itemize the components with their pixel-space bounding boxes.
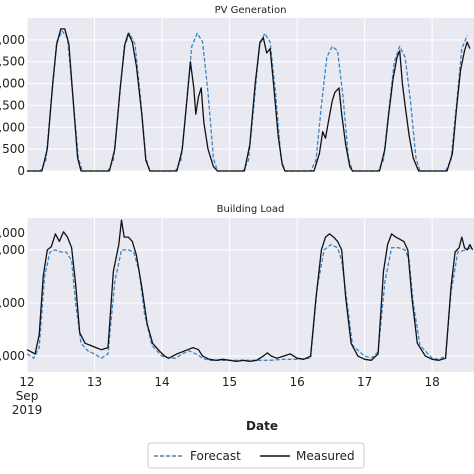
- y-tick-label: 2,000: [0, 77, 25, 91]
- series-line-measured: [26, 219, 474, 363]
- load-y-ticks: ,000 ,000 ,000 ,000: [0, 226, 25, 363]
- legend-frame: [147, 442, 365, 469]
- y-tick-label: 3,000: [0, 33, 25, 47]
- y-tick-label: ,000: [0, 243, 25, 257]
- series-line-measured: [27, 28, 471, 172]
- pv-y-ticks: 0 500 1,000 1,500 2,000 2,500 3,000: [0, 33, 25, 178]
- load-chart-title: Building Load: [217, 204, 285, 215]
- load-x-ticks: 12 13 14 15 16 17 18: [19, 375, 439, 389]
- building-load-chart: ,000 ,000 ,000 ,000 12 13 14 15 16 17 18 Building…: [0, 204, 474, 433]
- legend-label-forecast: Forecast: [190, 449, 241, 463]
- y-tick-label: 2,500: [0, 55, 25, 69]
- x-tick-label: 14: [154, 375, 169, 389]
- legend: Forecast Measured: [147, 442, 365, 469]
- pv-chart-title: PV Generation: [215, 5, 287, 16]
- load-series: [26, 219, 474, 363]
- y-tick-label: 0: [17, 164, 25, 178]
- y-tick-label: ,000: [0, 226, 25, 240]
- x-tick-month: Sep: [16, 389, 39, 403]
- load-plot-area: [27, 218, 474, 372]
- load-gridlines: [26, 218, 474, 372]
- pv-plot-area: [27, 18, 474, 171]
- y-tick-label: 500: [2, 142, 25, 156]
- x-tick-label: 13: [87, 375, 102, 389]
- pv-generation-chart: 0 500 1,000 1,500 2,000 2,500 3,000 PV Generat…: [0, 5, 474, 178]
- pv-series: [27, 28, 471, 172]
- x-tick-year: 2019: [12, 403, 43, 417]
- x-tick-label: 12: [19, 375, 34, 389]
- x-tick-label: 16: [289, 375, 304, 389]
- y-tick-label: 1,000: [0, 120, 25, 134]
- y-tick-label: ,000: [0, 349, 25, 363]
- legend-label-measured: Measured: [296, 449, 355, 463]
- x-tick-label: 17: [357, 375, 372, 389]
- pv-gridlines: [26, 18, 474, 172]
- x-tick-label: 18: [424, 375, 439, 389]
- x-axis-label: Date: [246, 419, 278, 433]
- y-tick-label: 1,500: [0, 98, 25, 112]
- y-tick-label: ,000: [0, 296, 25, 310]
- x-tick-label: 15: [222, 375, 237, 389]
